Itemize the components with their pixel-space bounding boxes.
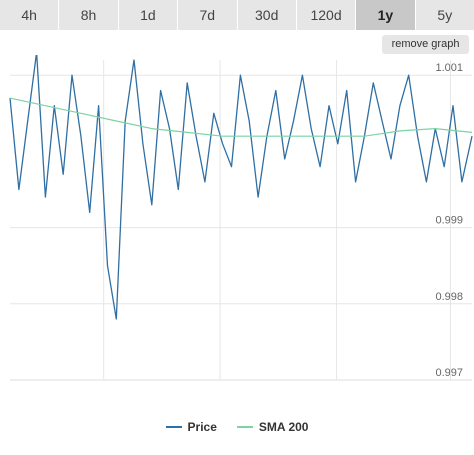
tab-4h[interactable]: 4h xyxy=(0,0,60,30)
legend-swatch-price xyxy=(165,426,182,428)
tab-1d[interactable]: 1d xyxy=(118,0,179,30)
chart-legend: Price SMA 200 xyxy=(0,420,474,434)
y-tick-label: 0.997 xyxy=(435,367,463,379)
series-line-price xyxy=(9,55,473,320)
legend-item-price[interactable]: Price xyxy=(165,420,217,434)
tab-7d[interactable]: 7d xyxy=(178,0,238,30)
legend-swatch-sma xyxy=(236,426,253,428)
y-tick-label: 0.999 xyxy=(435,215,463,227)
time-range-tabs: 4h 8h 1d 7d 30d 120d 1y 5y xyxy=(0,0,474,30)
y-tick-label: 1.001 xyxy=(435,62,463,74)
tab-5y[interactable]: 5y xyxy=(415,0,474,30)
legend-item-sma[interactable]: SMA 200 xyxy=(236,420,309,434)
tab-30d[interactable]: 30d xyxy=(237,0,297,30)
tab-8h[interactable]: 8h xyxy=(59,0,119,30)
y-tick-label: 0.998 xyxy=(435,291,463,303)
series-line-sma-200 xyxy=(9,97,473,137)
legend-label-price: Price xyxy=(187,420,217,434)
tab-120d[interactable]: 120d xyxy=(296,0,357,30)
tab-1y[interactable]: 1y xyxy=(356,0,416,30)
remove-graph-button[interactable]: remove graph xyxy=(382,35,469,54)
legend-label-sma: SMA 200 xyxy=(258,420,309,434)
